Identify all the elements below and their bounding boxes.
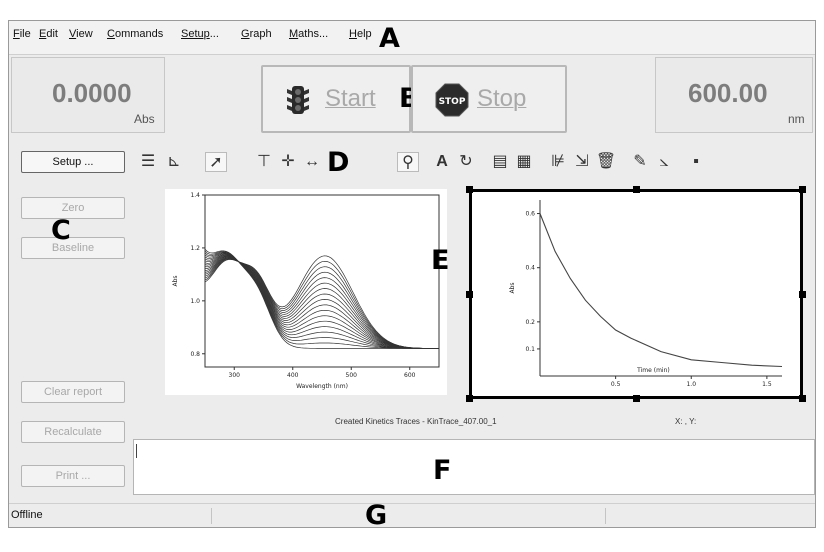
x-tick-label: 1.5 <box>762 381 772 388</box>
y-tick-label: 0.8 <box>190 351 200 358</box>
resize-handle-tr[interactable] <box>799 186 806 193</box>
stretch-icon[interactable]: ↔ <box>304 153 320 170</box>
export-icon[interactable]: ⇲ <box>575 153 589 170</box>
status-separator <box>211 508 212 524</box>
callout-f: F <box>433 455 452 486</box>
plot-area <box>204 194 440 368</box>
menu-edit[interactable]: Edit <box>39 28 58 40</box>
graph-props-alt-icon[interactable]: ▦ <box>516 153 532 170</box>
wavelength-readout: 600.00 nm <box>655 57 813 133</box>
pointer-icon[interactable]: ➚ <box>205 152 227 172</box>
y-tick-label: 0.2 <box>525 319 535 326</box>
spectrum-line <box>204 248 439 349</box>
wavelength-value: 600.00 <box>688 78 768 108</box>
kinetics-plot: 0.5 1.0 1.5 0.1 0.2 0.4 0.6 Time (min) Abs <box>509 200 783 388</box>
y-tick-label: 0.1 <box>525 346 535 353</box>
spectra-chart[interactable]: 300 400 500 600 0.8 1.0 1.2 1.4 Wavelength (nm) A… <box>165 189 447 395</box>
wavelength-unit: nm <box>788 112 805 126</box>
delete-icon[interactable]: 🗑 <box>595 153 617 170</box>
text-icon[interactable]: A <box>436 153 448 170</box>
setup-button[interactable]: Setup ... <box>21 151 125 173</box>
stop-label: Stop <box>477 85 527 112</box>
y-tick-label: 1.4 <box>190 192 200 199</box>
status-separator <box>605 508 606 524</box>
y-axis-label: Abs <box>509 282 516 293</box>
cursor-readout: X: , Y: <box>675 417 697 426</box>
resize-handle-ml[interactable] <box>466 291 473 298</box>
clear-report-button[interactable]: Clear report <box>21 381 125 403</box>
y-tick-label: 0.4 <box>525 265 535 272</box>
list-icon[interactable]: ☰ <box>140 153 156 170</box>
start-button[interactable]: Start B <box>261 65 420 133</box>
print-button[interactable]: Print ... <box>21 465 125 487</box>
start-label: Start <box>325 85 376 112</box>
spectra-plot: 300 400 500 600 0.8 1.0 1.2 1.4 Wavelength (nm) A… <box>172 192 440 390</box>
x-axis-label: Time (min) <box>636 367 670 374</box>
y-tick-label: 0.6 <box>525 211 535 218</box>
menu-setup[interactable]: Setup... <box>181 28 219 40</box>
x-tick-label: 600 <box>404 372 416 379</box>
kinetics-chart[interactable]: 0.5 1.0 1.5 0.1 0.2 0.4 0.6 Time (min) Abs <box>469 189 803 399</box>
zero-button[interactable]: Zero <box>21 197 125 219</box>
callout-a: A <box>379 23 400 54</box>
x-tick-label: 0.5 <box>611 381 621 388</box>
resize-handle-mr[interactable] <box>799 291 806 298</box>
x-tick-label: 500 <box>346 372 358 379</box>
resize-handle-tm[interactable] <box>633 186 640 193</box>
stop-sign-text: STOP <box>439 97 466 107</box>
graph-toolbar: ☰ ⊾ ➚ ⊤ ✛ ↔ D ⚲ A ↻ ▤ ▦ ⊯ ⇲ 🗑 ✎ ⦣ ▪ <box>133 145 815 179</box>
x-tick-label: 400 <box>287 372 299 379</box>
move-icon[interactable]: ✛ <box>281 153 295 170</box>
app-window: File Edit View Commands Setup... Graph M… <box>8 20 816 531</box>
graph-props-icon[interactable]: ▤ <box>492 153 508 170</box>
menu-help[interactable]: Help <box>349 28 372 40</box>
menu-commands[interactable]: Commands <box>107 28 164 40</box>
menu-file[interactable]: File <box>13 28 31 40</box>
absorbance-readout: 0.0000 Abs <box>11 57 165 133</box>
y-tick-label: 1.0 <box>190 298 200 305</box>
baseline-button[interactable]: Baseline <box>21 237 125 259</box>
menu-bar: File Edit View Commands Setup... Graph M… <box>9 21 815 55</box>
y-axis-label: Abs <box>172 275 179 286</box>
rotate-icon[interactable]: ↻ <box>459 153 473 170</box>
menu-graph[interactable]: Graph <box>241 28 272 40</box>
report-area[interactable] <box>133 439 815 495</box>
axis-scale-icon[interactable]: ⦣ <box>659 153 669 170</box>
recalculate-button[interactable]: Recalculate <box>21 421 125 443</box>
stop-sign-icon: STOP <box>435 83 469 117</box>
report-icon[interactable]: ✎ <box>633 153 647 170</box>
y-tick-label: 1.2 <box>190 245 200 252</box>
x-tick-label: 1.0 <box>686 381 696 388</box>
resize-handle-tl[interactable] <box>466 186 473 193</box>
text-caret <box>136 444 137 458</box>
callout-c: C <box>51 215 71 246</box>
resize-handle-br[interactable] <box>799 395 806 402</box>
x-axis-label: Wavelength (nm) <box>296 383 348 390</box>
zoom-icon[interactable]: ⚲ <box>397 152 419 172</box>
callout-e: E <box>431 245 450 276</box>
callout-d: D <box>327 147 350 178</box>
menu-view[interactable]: View <box>69 28 93 40</box>
chart-caption: Created Kinetics Traces - KinTrace_407.0… <box>335 417 497 426</box>
menu-maths[interactable]: Maths... <box>289 28 329 40</box>
crosshair-icon[interactable]: ⊤ <box>257 153 271 170</box>
callout-g: G <box>365 500 388 531</box>
status-text: Offline <box>11 509 43 521</box>
x-tick-label: 300 <box>229 372 241 379</box>
axes-icon[interactable]: ⊾ <box>167 153 181 170</box>
absorbance-value: 0.0000 <box>52 78 132 108</box>
more-icon[interactable]: ▪ <box>693 153 699 170</box>
resize-handle-bl[interactable] <box>466 395 473 402</box>
resize-handle-bm[interactable] <box>633 395 640 402</box>
decay-line <box>539 213 783 368</box>
overlay-icon[interactable]: ⊯ <box>551 153 565 170</box>
traffic-light-icon <box>287 86 309 114</box>
status-bar: Offline G <box>9 500 815 531</box>
absorbance-unit: Abs <box>134 112 155 126</box>
stop-button[interactable]: STOP Stop <box>411 65 567 133</box>
